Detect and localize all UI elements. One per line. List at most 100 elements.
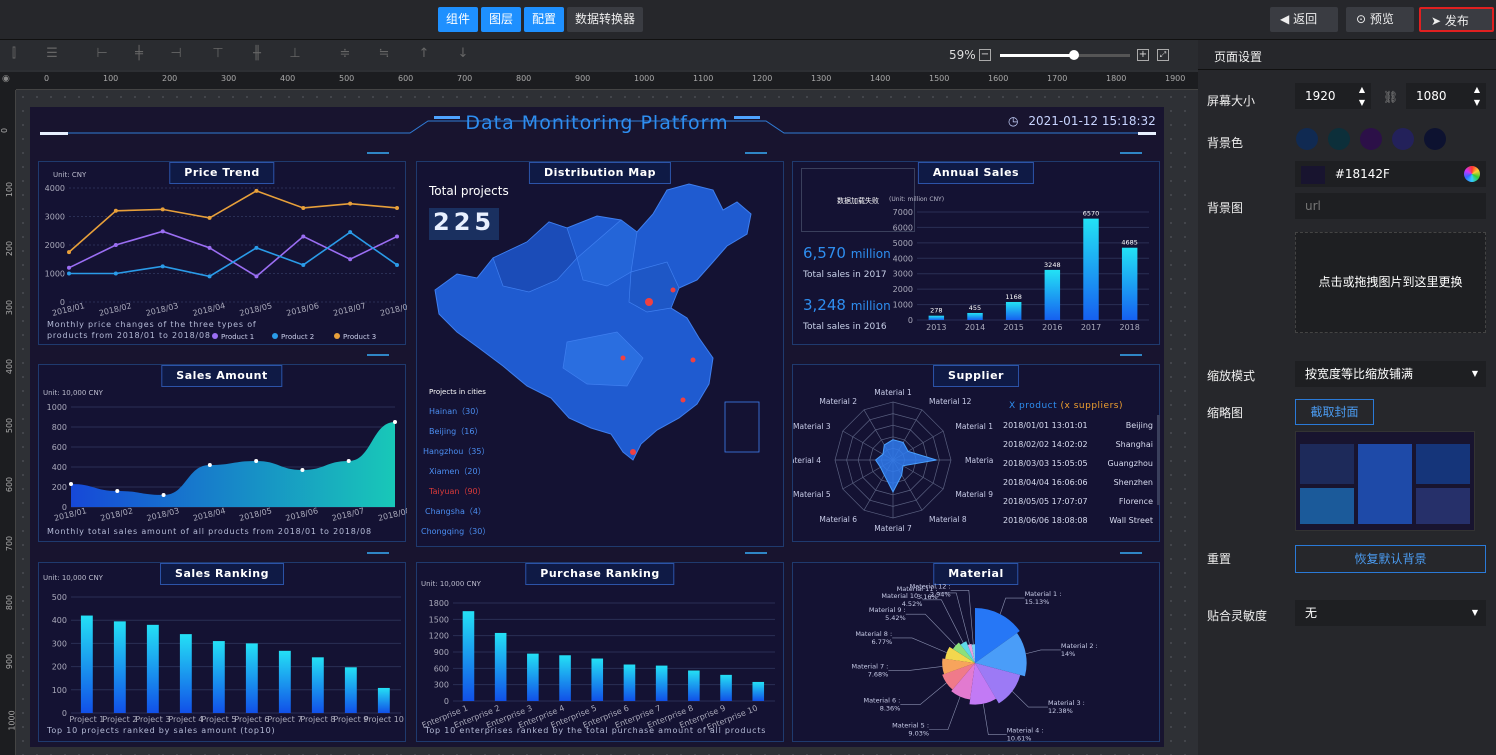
- move-down-icon[interactable]: ↓: [457, 46, 469, 61]
- publish-button[interactable]: ➤ 发布: [1419, 7, 1494, 32]
- y-tick-label: 300: [52, 639, 67, 648]
- bg-image-url-input[interactable]: [1295, 193, 1486, 219]
- distribution-map-panel[interactable]: Distribution Map Total projects 225 Proj…: [416, 161, 784, 547]
- city-item[interactable]: Hainan（30）: [429, 407, 484, 416]
- ruler-tick-label: 100: [5, 181, 15, 198]
- y-tick-label: 0: [62, 709, 67, 718]
- zoom-slider-handle[interactable]: [1069, 50, 1080, 60]
- tab-layers[interactable]: 图层: [481, 7, 522, 32]
- ruler-tick-label: 700: [457, 74, 473, 83]
- screen-width-input[interactable]: 1920 ▲ ▼: [1295, 83, 1371, 109]
- x-tick-label: Project 9: [333, 715, 368, 724]
- stepper-icon[interactable]: ▲ ▼: [1358, 85, 1365, 107]
- stepper-icon[interactable]: ▲ ▼: [1473, 85, 1480, 107]
- move-up-icon[interactable]: ↑: [418, 46, 430, 61]
- screen-size-label: 屏幕大小: [1207, 94, 1256, 108]
- data-point: [207, 215, 212, 220]
- slice-value: 7.68%: [868, 671, 889, 679]
- series-line: [69, 231, 398, 278]
- data-point: [207, 463, 212, 467]
- x-tick-label: Project 4: [168, 715, 203, 724]
- align-center-h-icon[interactable]: ╪: [135, 46, 143, 61]
- material-panel[interactable]: Material Material 1 :15.13% Material 2 :1…: [792, 562, 1160, 743]
- panel-title: Price Trend: [169, 162, 275, 184]
- align-right-icon[interactable]: ⊣: [170, 46, 182, 61]
- data-point: [393, 420, 397, 424]
- panel-deco: [1120, 552, 1142, 554]
- fit-screen-icon[interactable]: ⤢: [1157, 49, 1169, 61]
- sales-amount-panel[interactable]: Sales Amount Unit: 10,000 CNY 0 200 400 600…: [38, 364, 407, 542]
- city-item[interactable]: Chongqing（30）: [421, 527, 491, 536]
- supplier-time: 2018/03/03 15:05:05: [1003, 459, 1088, 468]
- tab-data-converter[interactable]: 数据转换器: [567, 7, 644, 32]
- y-tick-label: 1000: [45, 270, 65, 279]
- zoom-in-button[interactable]: +: [1137, 49, 1149, 61]
- scrollbar[interactable]: [1157, 415, 1160, 505]
- align-bottom-icon[interactable]: ⊥: [289, 46, 301, 61]
- rose-slice: [951, 663, 975, 700]
- legend-marker: [272, 333, 278, 339]
- preview-icon: ⊙: [1356, 12, 1367, 26]
- color-picker-icon[interactable]: [1464, 166, 1480, 182]
- color-swatch[interactable]: [1360, 128, 1382, 150]
- legend-marker: [334, 333, 340, 339]
- bg-color-input[interactable]: #18142F: [1295, 161, 1486, 187]
- align-top-icon[interactable]: ☰: [46, 46, 58, 61]
- radar-indicator-label: Material 5: [793, 490, 831, 499]
- align-left-edge-icon[interactable]: ⫿: [11, 46, 17, 61]
- preview-button[interactable]: ⊙ 预览: [1346, 7, 1414, 32]
- x-tick-label: 2018/04: [192, 506, 226, 523]
- supplier-radar-chart: Material 1 Material 12 Material 11 Material…: [793, 388, 993, 533]
- color-swatch[interactable]: [1424, 128, 1446, 150]
- stat-2017-label: Total sales in 2017: [803, 270, 887, 280]
- align-left-icon[interactable]: ⊢: [96, 46, 108, 61]
- sales-ranking-panel[interactable]: Sales Ranking Unit: 10,000 CNY 0 100 200 30…: [38, 562, 406, 742]
- city-item[interactable]: Beijing（16）: [429, 427, 483, 436]
- height-value: 1080: [1416, 89, 1447, 103]
- ruler-tick-label: 300: [221, 74, 237, 83]
- screen-height-input[interactable]: 1080 ▲ ▼: [1406, 83, 1486, 109]
- panel-deco: [745, 552, 767, 554]
- rose-slice: [975, 663, 1021, 704]
- city-item[interactable]: Xiamen（20）: [429, 467, 486, 476]
- supplier-panel[interactable]: Supplier Material 1 Material 12 Material 1…: [792, 364, 1160, 542]
- slice-value: 4.52%: [902, 600, 923, 608]
- data-point: [301, 234, 306, 239]
- color-swatch[interactable]: [1392, 128, 1414, 150]
- tab-config[interactable]: 配置: [524, 7, 565, 32]
- ruler-tick-label: 1500: [929, 74, 950, 83]
- distribute-h-icon[interactable]: ≑: [339, 46, 351, 61]
- city-item[interactable]: Hangzhou（35）: [423, 447, 490, 456]
- slice-value: 2.94%: [930, 590, 951, 598]
- purchase-ranking-panel[interactable]: Purchase Ranking Unit: 10,000 CNY 0 300 60…: [416, 562, 784, 742]
- color-swatch[interactable]: [1296, 128, 1318, 150]
- city-item[interactable]: Taiyuan（90）: [429, 487, 486, 496]
- link-icon[interactable]: ⛓: [1383, 90, 1399, 104]
- south-sea-inset: [724, 401, 760, 453]
- capture-cover-button[interactable]: 截取封面: [1295, 399, 1374, 425]
- city-item[interactable]: Changsha（4）: [425, 507, 486, 516]
- bg-image-upload-area[interactable]: 点击或拖拽图片到这里更换: [1295, 232, 1486, 333]
- snap-sensitivity-select[interactable]: 无 ▼: [1295, 600, 1486, 626]
- restore-default-bg-button[interactable]: 恢复默认背景: [1295, 545, 1486, 573]
- align-top-edge-icon[interactable]: ⊤: [212, 46, 224, 61]
- panel-deco: [367, 354, 389, 356]
- color-swatch[interactable]: [1328, 128, 1350, 150]
- dashboard-canvas[interactable]: Data Monitoring Platform ◷ 2021-01-12 15…: [30, 107, 1164, 747]
- annual-sales-panel[interactable]: Annual Sales 数据加载失败 6,570 million Total …: [792, 161, 1160, 345]
- bar: [311, 657, 324, 713]
- eye-icon[interactable]: ◉: [2, 74, 10, 84]
- legend-label: Product 3: [343, 333, 376, 341]
- bar: [80, 615, 93, 713]
- price-trend-panel[interactable]: Price Trend Unit: CNY 0 1000 2000 3000 4000 2…: [38, 161, 407, 345]
- scale-mode-select[interactable]: 按宽度等比缩放铺满 ▼: [1295, 361, 1486, 387]
- zoom-out-button[interactable]: −: [979, 49, 991, 61]
- bar: [752, 681, 765, 701]
- align-center-v-icon[interactable]: ╫: [253, 46, 261, 61]
- zoom-slider[interactable]: [1000, 50, 1130, 60]
- x-tick-label: 2018/01: [51, 301, 85, 318]
- ruler-tick-label: 800: [516, 74, 532, 83]
- distribute-v-icon[interactable]: ≒: [378, 46, 390, 61]
- back-button[interactable]: ◀ 返回: [1270, 7, 1338, 32]
- tab-components[interactable]: 组件: [438, 7, 479, 32]
